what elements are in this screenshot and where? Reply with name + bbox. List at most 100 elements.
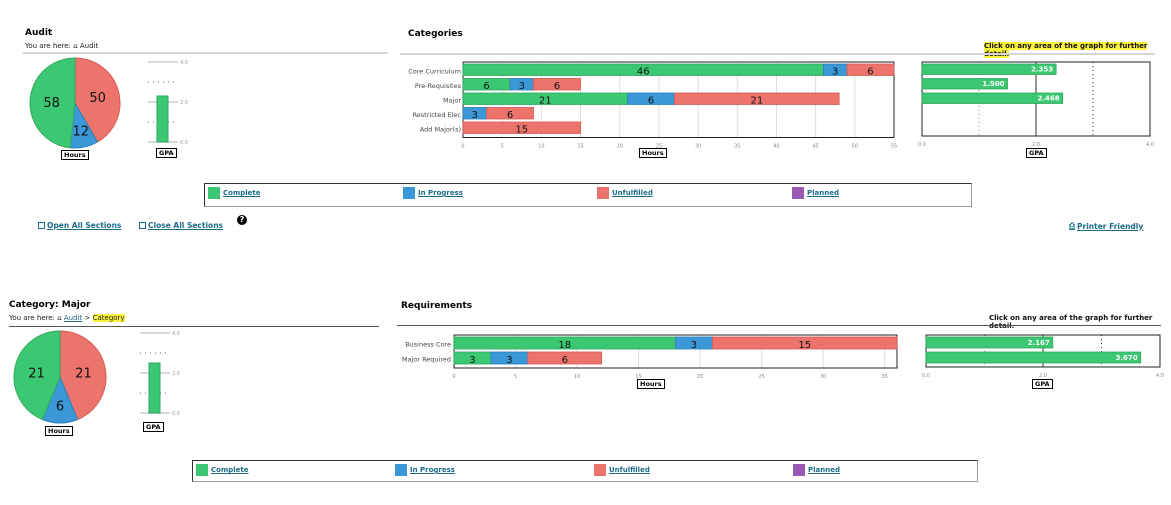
audit-hours-pie[interactable]: 50 12 58	[28, 56, 122, 150]
tick-label: 25	[758, 374, 764, 380]
bar-segment[interactable]	[846, 63, 895, 76]
legend-unfulfilled[interactable]: Unfulfilled	[594, 464, 650, 476]
expand-icon	[38, 222, 45, 229]
bar-segment[interactable]	[486, 107, 534, 120]
categories-hours-chart[interactable]: 0 5 10 15 20 25 30 35 40 45 50 55 Core Curriculum 46 3…	[395, 58, 905, 158]
tick-label: 2.0	[172, 371, 180, 377]
breadcrumb-audit-link[interactable]: Audit	[63, 314, 83, 322]
divider	[23, 52, 388, 54]
legend: Complete In Progress Unfulfilled Planned	[204, 183, 972, 207]
gpa-axis-label: GPA	[1032, 379, 1053, 389]
pie-value-label: 12	[73, 124, 90, 139]
gpa-bar[interactable]	[921, 63, 1057, 75]
legend-planned[interactable]: Planned	[793, 464, 840, 476]
complete-swatch	[208, 187, 220, 199]
tick-label: 0.0	[922, 373, 930, 379]
tick-label: 2.0	[180, 100, 188, 106]
in-progress-swatch	[395, 464, 407, 476]
categories-title: Categories	[408, 29, 463, 39]
bar-value-label: 6	[554, 81, 560, 92]
bar-value-label: 21	[750, 96, 763, 107]
requirements-hours-chart[interactable]: 0 5 10 15 20 25 30 35 Business Core 18 3 15 Major Re…	[390, 330, 910, 380]
row-label: Major Required	[402, 356, 451, 364]
categories-gpa-chart[interactable]: 0.0 2.0 4.0 2.353 1.500 2.468	[915, 58, 1160, 158]
bar-segment[interactable]	[712, 336, 898, 350]
hours-axis-label: Hours	[639, 148, 667, 158]
bar-value-label: 6	[562, 355, 568, 366]
gpa-bar[interactable]	[921, 78, 1008, 90]
breadcrumb: You are here: ⌂ Audit > Category	[9, 314, 125, 322]
gpa-bar[interactable]	[925, 336, 1054, 349]
pie-value-label: 50	[89, 91, 106, 106]
plot-frame[interactable]	[925, 334, 1161, 368]
tick-label: 45	[812, 144, 818, 150]
legend-in-progress[interactable]: In Progress	[403, 187, 463, 199]
divider	[400, 53, 1155, 55]
bar-value-label: 15	[515, 125, 528, 136]
tick-label: 15	[635, 374, 641, 380]
pie-slice-unfulfilled[interactable]	[59, 330, 107, 421]
tick-label: 5	[514, 374, 517, 380]
gpa-value-label: 2.468	[1038, 95, 1060, 103]
home-icon: ⌂	[57, 314, 62, 322]
row-label: Restricted Elec	[413, 111, 462, 119]
row-label: Add Major(s)	[420, 125, 461, 133]
printer-icon: ⎙	[1069, 221, 1075, 230]
requirements-title: Requirements	[401, 301, 473, 311]
pie-slice-complete[interactable]	[13, 330, 61, 421]
tick-label: 4.0	[172, 331, 180, 337]
legend-planned[interactable]: Planned	[792, 187, 839, 199]
printer-friendly-link[interactable]: ⎙ Printer Friendly	[1069, 221, 1144, 231]
bar-value-label: 6	[648, 96, 654, 107]
legend-in-progress[interactable]: In Progress	[395, 464, 455, 476]
bar-value-label: 21	[539, 96, 552, 107]
graph-hint: Click on any area of the graph for furth…	[984, 42, 1171, 58]
bar-value-label: 6	[867, 67, 873, 78]
legend-complete[interactable]: Complete	[196, 464, 249, 476]
gpa-bar[interactable]	[921, 92, 1064, 104]
bar-segment[interactable]	[527, 351, 603, 365]
row-label: Major	[443, 96, 461, 104]
requirements-gpa-chart[interactable]: 0.0 2.0 4.0 2.167 3.670	[920, 330, 1171, 380]
tick-label: 4.0	[1146, 142, 1154, 148]
major-hours-pie[interactable]: 21 6 21	[12, 329, 108, 425]
gpa-bar[interactable]	[148, 362, 161, 414]
legend-unfulfilled[interactable]: Unfulfilled	[597, 187, 653, 199]
unfulfilled-swatch	[594, 464, 606, 476]
major-gpa-bar[interactable]: 4.0 2.0 0.0	[132, 327, 182, 422]
bar-value-label: 3	[469, 355, 475, 366]
tick-label: 15	[577, 144, 583, 150]
gpa-axis-label: GPA	[1026, 148, 1047, 158]
pie-value-label: 21	[75, 366, 92, 381]
gpa-bar[interactable]	[925, 351, 1142, 364]
tick-label: 4.0	[1156, 373, 1164, 379]
hours-axis-label: Hours	[637, 379, 665, 389]
tick-label: 2.0	[1032, 142, 1040, 148]
tick-label: 0	[452, 374, 455, 380]
pie-value-label: 21	[28, 366, 45, 381]
breadcrumb: You are here: ⌂ Audit	[25, 42, 99, 50]
pie-axis-label: Hours	[45, 426, 73, 436]
audit-gpa-bar[interactable]: 4.0 2.0 0.0	[140, 56, 190, 151]
row-label: Business Core	[405, 341, 451, 349]
gpa-bar[interactable]	[156, 95, 169, 143]
planned-swatch	[792, 187, 804, 199]
open-all-sections-link[interactable]: Open All Sections	[38, 221, 121, 230]
pie-slice-complete[interactable]	[29, 57, 76, 149]
legend-complete[interactable]: Complete	[208, 187, 261, 199]
tick-label: 0.0	[180, 140, 188, 146]
tick-label: 25	[656, 144, 662, 150]
help-icon[interactable]: ?	[237, 215, 247, 225]
bar-segment[interactable]	[674, 92, 840, 105]
bar-segment[interactable]	[533, 78, 581, 91]
bar-segment[interactable]	[462, 121, 581, 134]
tick-label: 20	[697, 374, 703, 380]
collapse-icon	[139, 222, 146, 229]
bar-value-label: 18	[558, 340, 571, 351]
gpa-value-label: 2.167	[1028, 339, 1050, 347]
bar-value-label: 6	[483, 81, 489, 92]
pie-slice-unfulfilled[interactable]	[74, 57, 121, 143]
close-all-sections-link[interactable]: Close All Sections	[139, 221, 223, 230]
gpa-value-label: 1.500	[982, 80, 1004, 88]
plot-frame[interactable]	[453, 334, 898, 369]
